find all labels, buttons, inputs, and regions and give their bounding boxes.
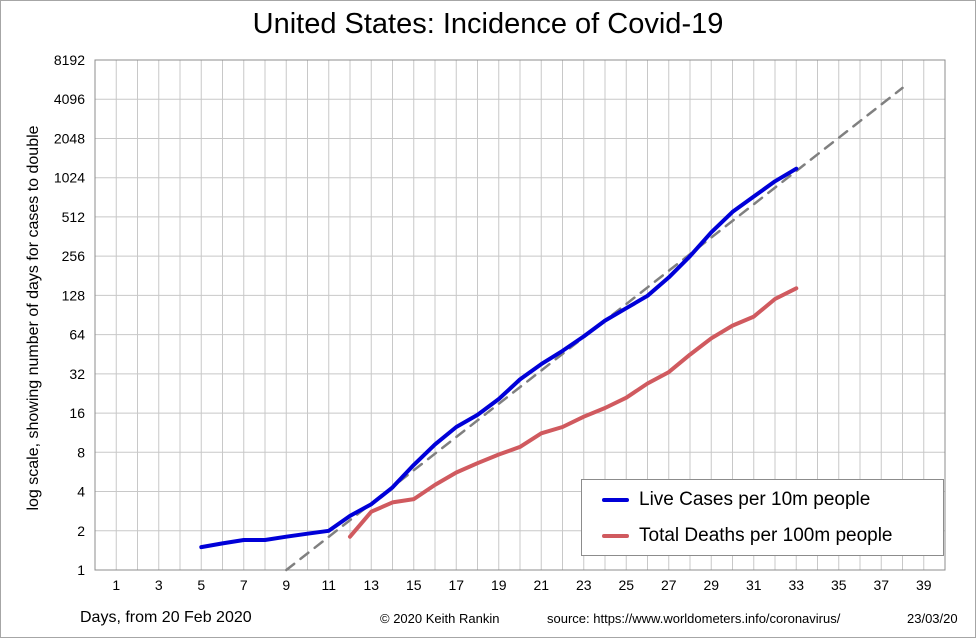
x-tick-label: 13 <box>363 577 379 593</box>
x-tick-label: 11 <box>321 577 336 593</box>
y-tick-label: 1024 <box>54 170 85 186</box>
series-line-live-cases <box>199 166 799 550</box>
x-tick-label: 37 <box>873 577 889 593</box>
legend: Live Cases per 10m people Total Deaths p… <box>581 479 944 556</box>
legend-label-live-cases: Live Cases per 10m people <box>639 489 871 510</box>
legend-swatch-live-cases <box>602 498 629 502</box>
x-tick-label: 29 <box>703 577 719 593</box>
plot-border <box>94 59 946 571</box>
y-tick-label: 1 <box>77 562 85 578</box>
x-tick-label: 19 <box>491 577 507 593</box>
series <box>199 86 904 572</box>
x-tick-label: 33 <box>788 577 804 593</box>
x-tick-label: 35 <box>831 577 847 593</box>
y-tick-label: 8192 <box>54 52 85 68</box>
x-tick-label: 7 <box>240 577 248 593</box>
legend-label-total-deaths: Total Deaths per 100m people <box>639 525 893 546</box>
source-note: source: https://www.worldometers.info/co… <box>547 611 841 626</box>
y-tick-label: 8 <box>77 444 85 460</box>
y-tick-label: 4 <box>77 484 85 500</box>
x-tick-label: 1 <box>112 577 120 593</box>
chart-title: United States: Incidence of Covid-19 <box>252 8 724 40</box>
y-tick-label: 256 <box>62 248 86 264</box>
y-tick-label: 4096 <box>54 91 85 107</box>
date-note: 23/03/20 <box>907 611 958 626</box>
x-tick-label: 31 <box>746 577 762 593</box>
x-tick-label: 27 <box>661 577 677 593</box>
x-tick-label: 5 <box>197 577 205 593</box>
y-tick-label: 16 <box>69 405 85 421</box>
y-tick-label: 128 <box>62 287 86 303</box>
x-tick-label: 17 <box>448 577 464 593</box>
x-tick-label: 39 <box>916 577 932 593</box>
y-tick-label: 32 <box>69 366 85 382</box>
y-tick-label: 2048 <box>54 130 85 146</box>
legend-item-live-cases: Live Cases per 10m people <box>602 489 870 511</box>
legend-swatch-total-deaths <box>602 534 629 538</box>
y-tick-label: 2 <box>77 523 85 539</box>
copyright-note: © 2020 Keith Rankin <box>380 611 500 626</box>
legend-item-total-deaths: Total Deaths per 100m people <box>602 525 893 547</box>
x-tick-label: 9 <box>282 577 290 593</box>
x-tick-label: 21 <box>533 577 549 593</box>
y-tick-label: 512 <box>62 209 86 225</box>
x-tick-label: 3 <box>155 577 163 593</box>
y-tick-label: 64 <box>69 327 85 343</box>
x-tick-label: 25 <box>618 577 634 593</box>
x-tick-label: 15 <box>406 577 422 593</box>
x-axis-label: Days, from 20 Feb 2020 <box>80 609 252 626</box>
series-line-total-deaths <box>348 286 799 539</box>
x-tick-label: 23 <box>576 577 592 593</box>
